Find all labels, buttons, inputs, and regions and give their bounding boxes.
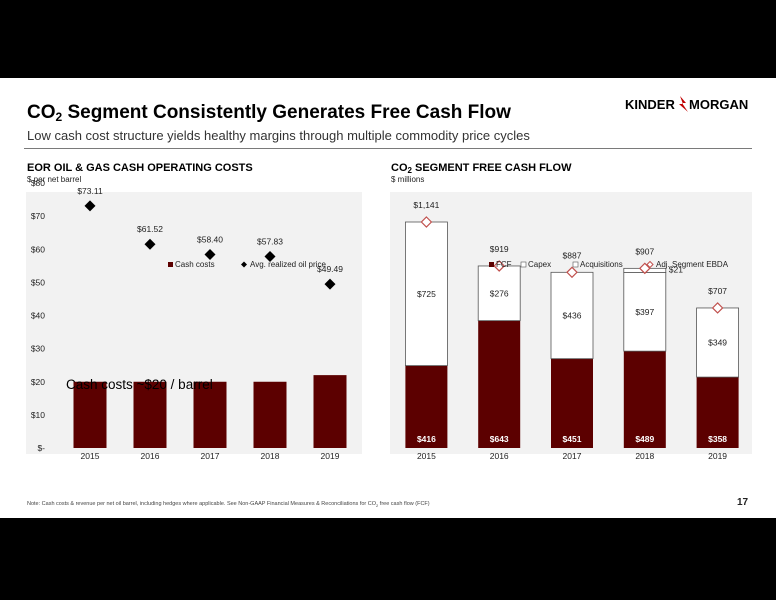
ebda-marker — [420, 216, 433, 228]
capex-bar — [623, 272, 667, 352]
cash-cost-bar — [253, 381, 287, 448]
x-tick-label: 2015 — [81, 451, 100, 461]
kinder-morgan-logo: KINDER MORGAN — [625, 96, 748, 112]
ebda-marker — [711, 302, 724, 314]
fcf-label: $451 — [563, 434, 582, 444]
legend-label-cash-costs: Cash costs — [175, 260, 215, 269]
capex-label: $276 — [490, 288, 509, 298]
legend-swatch-oil-price — [241, 261, 247, 268]
x-tick-label: 2015 — [417, 451, 436, 461]
x-tick-label: 2016 — [490, 451, 509, 461]
x-tick-label: 2018 — [261, 451, 280, 461]
cash-costs-chart: $- $10 $20 $30 $40 $50 $60 $70 $80 $73.11 2015 $61.… — [26, 178, 362, 461]
y-tick-label: $20 — [31, 377, 45, 387]
svg-text:KINDER: KINDER — [625, 97, 675, 112]
left-panel-title: EOR OIL & GAS CASH OPERATING COSTS — [27, 162, 253, 174]
svg-text:MORGAN: MORGAN — [689, 97, 748, 112]
fcf-bar — [478, 320, 521, 448]
x-tick-label: 2017 — [201, 451, 220, 461]
capex-bar — [404, 221, 448, 367]
oil-price-label: $73.11 — [77, 186, 103, 196]
capex-label: $436 — [563, 310, 582, 320]
legend-label-acquisitions: Acquisitions — [580, 260, 623, 269]
x-tick-label: 2016 — [141, 451, 160, 461]
legend-label-oil-price: Avg. realized oil price — [250, 260, 326, 269]
ebda-label: $707 — [708, 286, 727, 296]
x-tick-label: 2019 — [321, 451, 340, 461]
cash-cost-bar — [193, 381, 227, 448]
page-title: CO2 Segment Consistently Generates Free … — [27, 102, 511, 124]
fcf-bar — [623, 351, 666, 448]
oil-price-marker — [204, 249, 216, 261]
oil-price-label: $49.49 — [317, 264, 343, 274]
y-tick-label: $40 — [31, 311, 45, 321]
co2-fcf-chart: $416 $725 $1,141 2015 $643 $276 $919 2016 $451 $4… — [390, 192, 752, 461]
oil-price-marker — [144, 238, 156, 250]
legend-swatch-cash-costs — [168, 262, 173, 267]
title-divider — [24, 148, 752, 149]
page-subtitle: Low cash cost structure yields healthy m… — [27, 128, 530, 143]
left-panel-units: $ per net barrel — [27, 175, 82, 184]
ebda-label: $887 — [563, 250, 582, 260]
capex-label: $397 — [635, 307, 654, 317]
capex-label: $349 — [708, 338, 727, 348]
ebda-label: $907 — [635, 246, 654, 256]
cash-cost-bar — [133, 381, 167, 448]
oil-price-marker — [264, 250, 276, 262]
fcf-label: $358 — [708, 434, 727, 444]
capex-bar — [696, 307, 740, 378]
legend-swatch-fcf — [489, 262, 494, 267]
fcf-bar — [696, 377, 739, 448]
ebda-label: $1,141 — [413, 200, 439, 210]
cash-cost-bar — [313, 375, 347, 448]
capex-bar — [550, 271, 594, 360]
right-panel-units: $ millions — [391, 175, 425, 184]
x-tick-label: 2019 — [708, 451, 727, 461]
x-tick-label: 2017 — [563, 451, 582, 461]
right-panel-title: CO2 SEGMENT FREE CASH FLOW — [391, 162, 572, 175]
oil-price-label: $61.52 — [137, 224, 163, 234]
ebda-marker — [566, 266, 578, 279]
page-number: 17 — [737, 497, 749, 508]
legend-swatch-ebda — [646, 260, 654, 269]
oil-price-marker — [84, 200, 96, 212]
oil-price-marker — [324, 278, 336, 290]
legend-label-fcf: FCF — [496, 260, 512, 269]
fcf-bar — [405, 365, 448, 448]
fcf-label: $643 — [490, 434, 509, 444]
legend-swatch-acquisitions — [572, 261, 579, 268]
ebda-label: $919 — [490, 244, 509, 254]
y-tick-label: $- — [37, 443, 45, 453]
capex-label: $725 — [417, 289, 436, 299]
fcf-label: $489 — [635, 434, 654, 444]
x-tick-label: 2018 — [635, 451, 654, 461]
y-tick-label: $80 — [31, 178, 45, 188]
ebda-marker — [493, 260, 506, 272]
y-tick-label: $70 — [31, 211, 45, 221]
y-tick-label: $30 — [31, 344, 45, 354]
y-tick-label: $10 — [31, 410, 45, 420]
slide: CO2 Segment Consistently Generates Free … — [0, 78, 776, 518]
y-tick-label: $60 — [31, 244, 45, 254]
y-tick-label: $50 — [31, 277, 45, 287]
ebda-marker — [638, 262, 651, 275]
fcf-label: $416 — [417, 434, 436, 444]
footnote: Note: Cash costs & revenue per net oil b… — [27, 501, 430, 509]
fcf-bar — [551, 358, 593, 448]
acquisitions-label: $21 — [669, 264, 683, 274]
oil-price-label: $58.40 — [197, 235, 223, 245]
legend-label-ebda: Adj. Segment EBDA — [656, 260, 729, 269]
cash-cost-bar — [73, 381, 107, 448]
oil-price-label: $57.83 — [257, 236, 283, 246]
legend-swatch-capex — [520, 261, 527, 268]
cash-costs-annotation: Cash costs ~$20 / barrel — [66, 377, 213, 392]
legend-label-capex: Capex — [528, 260, 551, 269]
